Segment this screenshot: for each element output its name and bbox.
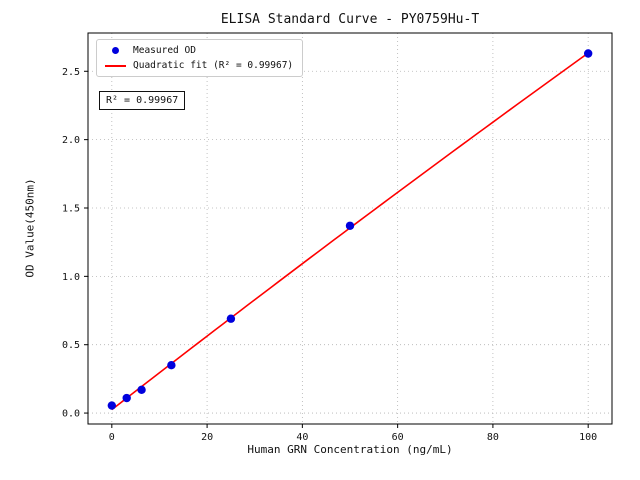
x-tick-label: 20 bbox=[201, 432, 213, 443]
plot-frame bbox=[87, 32, 613, 425]
chart-title: ELISA Standard Curve - PY0759Hu-T bbox=[220, 12, 480, 27]
x-tick-label: 40 bbox=[296, 432, 308, 443]
y-axis-label: OD Value(450nm) bbox=[23, 178, 37, 278]
x-tick-label: 0 bbox=[109, 432, 115, 443]
y-tick-label: 1.0 bbox=[62, 272, 80, 283]
y-tick-label: 2.0 bbox=[62, 135, 80, 146]
data-point bbox=[122, 393, 131, 403]
data-point bbox=[345, 221, 355, 230]
data-point bbox=[583, 49, 593, 58]
data-point bbox=[167, 361, 176, 370]
y-tick-label: 0.0 bbox=[62, 409, 80, 420]
legend-item-fit: Quadratic fit (R² = 0.99967) bbox=[105, 60, 293, 71]
fit-line-icon bbox=[105, 64, 126, 67]
r-squared-annotation: R² = 0.99967 bbox=[99, 91, 186, 110]
x-tick-label: 80 bbox=[487, 432, 499, 443]
data-point bbox=[137, 385, 146, 395]
x-tick-label: 60 bbox=[392, 432, 404, 443]
legend-item-measured: Measured OD bbox=[105, 45, 293, 56]
data-point bbox=[226, 314, 236, 323]
legend-label-measured: Measured OD bbox=[133, 45, 196, 56]
y-tick-label: 0.5 bbox=[62, 340, 80, 351]
data-point bbox=[107, 401, 117, 410]
y-tick-label: 1.5 bbox=[62, 203, 80, 214]
x-tick-label: 100 bbox=[579, 432, 597, 443]
legend-label-fit: Quadratic fit (R² = 0.99967) bbox=[133, 60, 294, 71]
scatter-marker-icon bbox=[112, 47, 119, 54]
x-axis-label: Human GRN Concentration (ng/mL) bbox=[247, 443, 453, 456]
legend: Measured OD Quadratic fit (R² = 0.99967) bbox=[96, 39, 304, 77]
y-tick-label: 2.5 bbox=[62, 67, 80, 78]
